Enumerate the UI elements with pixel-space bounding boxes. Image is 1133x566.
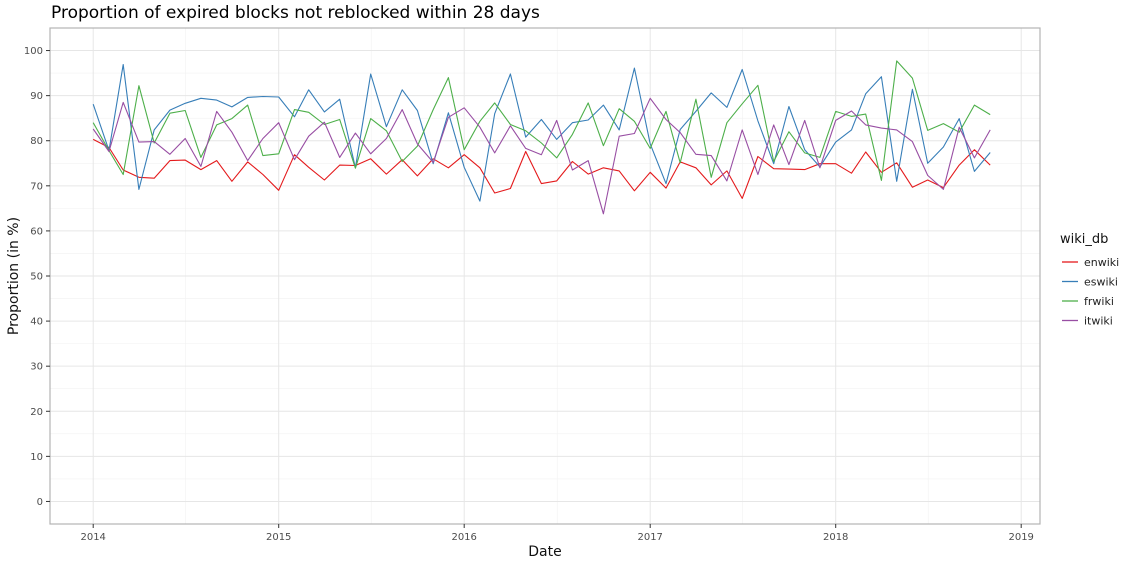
- x-tick-label: 2018: [823, 532, 848, 543]
- y-tick-label: 80: [30, 136, 43, 147]
- series-line-itwiki: [92, 97, 991, 215]
- y-axis-title: Proportion (in %): [6, 217, 22, 335]
- legend: wiki_db enwiki eswiki frwiki itwiki: [1060, 232, 1119, 328]
- major-gridlines: [50, 28, 1040, 524]
- y-axis-ticks: 0 10 20 30 40 50 60 70 80 90 100: [24, 46, 50, 508]
- x-axis-title: Date: [528, 544, 561, 560]
- y-tick-label: 50: [30, 272, 43, 283]
- x-axis-ticks: 2014 2015 2016 2017 2018 2019: [80, 524, 1034, 543]
- y-tick-label: 0: [37, 497, 43, 508]
- x-tick-label: 2016: [451, 532, 476, 543]
- y-tick-label: 10: [30, 452, 43, 463]
- legend-label-eswiki: eswiki: [1084, 276, 1118, 289]
- minor-gridlines: [50, 28, 1040, 524]
- legend-label-itwiki: itwiki: [1084, 315, 1113, 328]
- y-tick-label: 90: [30, 91, 43, 102]
- x-tick-label: 2019: [1008, 532, 1033, 543]
- chart-title: Proportion of expired blocks not reblock…: [51, 3, 540, 23]
- y-tick-label: 100: [24, 46, 43, 57]
- y-tick-label: 30: [30, 362, 43, 373]
- series-line-frwiki: [92, 60, 991, 181]
- y-tick-label: 70: [30, 181, 43, 192]
- x-tick-label: 2017: [637, 532, 662, 543]
- y-tick-label: 20: [30, 407, 43, 418]
- x-tick-label: 2014: [80, 532, 105, 543]
- legend-label-frwiki: frwiki: [1084, 295, 1114, 308]
- series-line-enwiki: [92, 138, 991, 199]
- legend-title: wiki_db: [1060, 232, 1108, 247]
- series-line-eswiki: [92, 63, 991, 202]
- x-tick-label: 2015: [266, 532, 291, 543]
- y-tick-label: 40: [30, 317, 43, 328]
- series-lines: [92, 60, 991, 215]
- y-tick-label: 60: [30, 226, 43, 237]
- legend-label-enwiki: enwiki: [1084, 256, 1119, 269]
